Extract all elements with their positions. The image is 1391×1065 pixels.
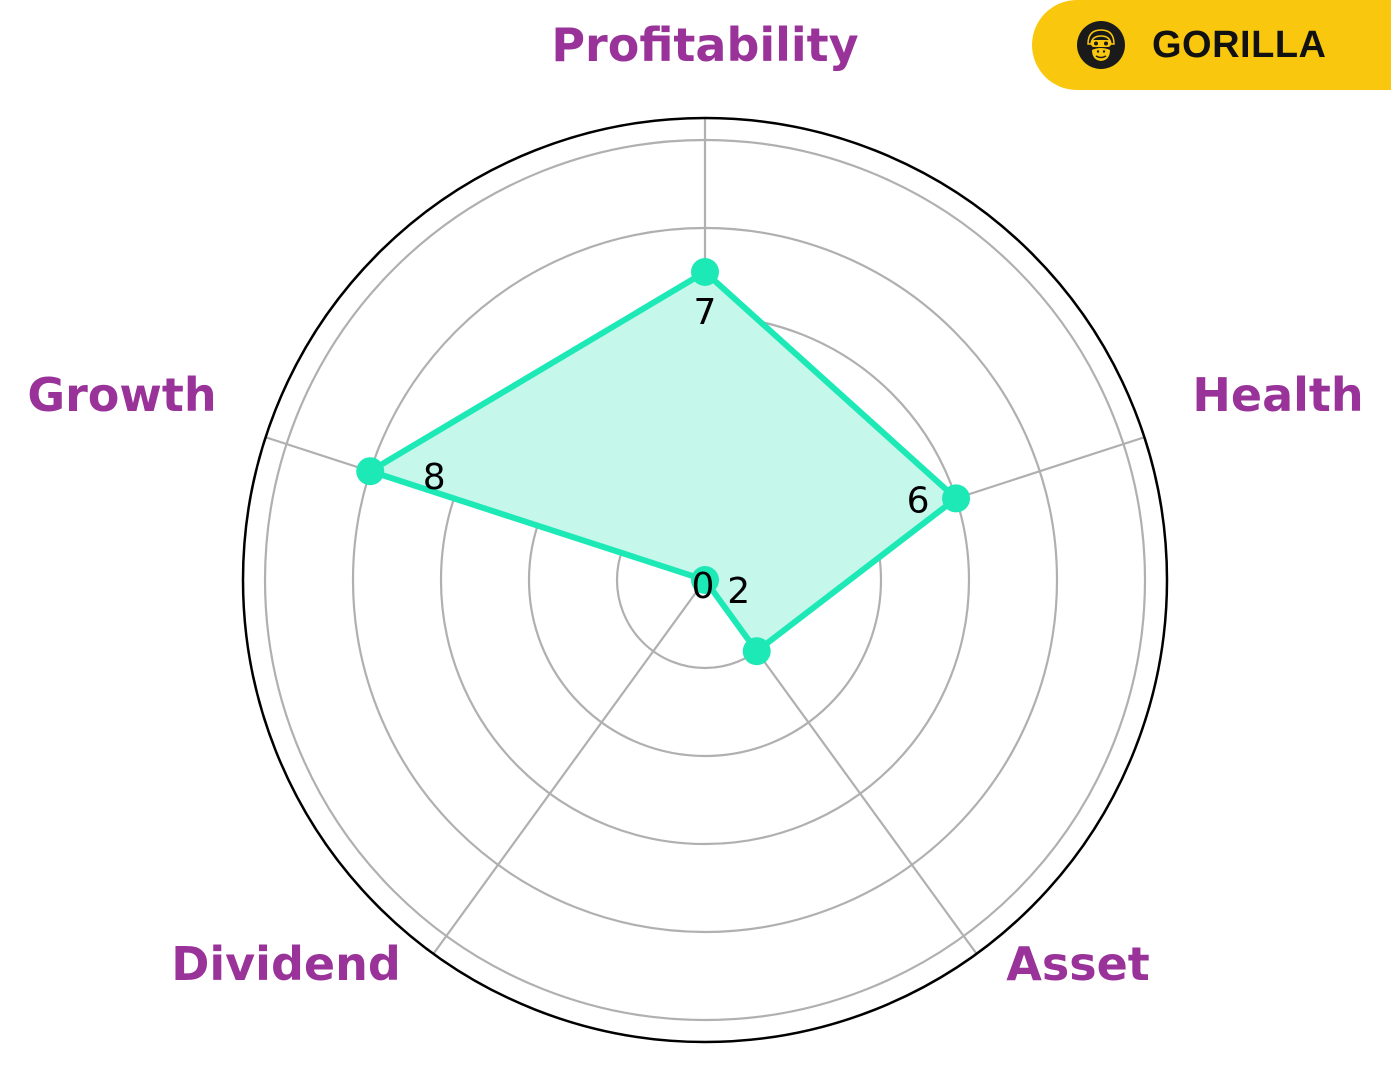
data-point-growth <box>356 457 385 486</box>
value-label-profitability: 7 <box>694 292 717 333</box>
label-layer: 7 6 20 8 Profitability Health Asset Dividend Gro… <box>27 18 1363 991</box>
data-point-health <box>942 484 971 513</box>
axis-label-asset: Asset <box>1006 937 1150 991</box>
brand-name: GORILLA <box>1152 23 1327 66</box>
series-layer <box>356 258 971 666</box>
data-point-profitability <box>691 258 719 286</box>
value-label-growth: 8 <box>423 457 446 498</box>
polar-frame <box>241 116 1169 1044</box>
axis-label-growth: Growth <box>27 368 216 422</box>
axis-spoke <box>432 579 706 955</box>
data-point-dividend <box>691 566 719 594</box>
gorilla-face-icon <box>1077 21 1125 69</box>
axis-label-health: Health <box>1192 368 1363 422</box>
data-point-asset <box>742 637 771 666</box>
value-label-asset: 2 <box>727 571 750 612</box>
series-line <box>362 268 961 656</box>
value-label-health: 6 <box>907 480 930 521</box>
brand-badge[interactable]: GORILLA <box>1032 0 1391 90</box>
axis-label-profitability: Profitability <box>551 18 858 72</box>
axis-label-dividend: Dividend <box>171 937 401 991</box>
value-label-dividend: 0 <box>692 566 715 607</box>
